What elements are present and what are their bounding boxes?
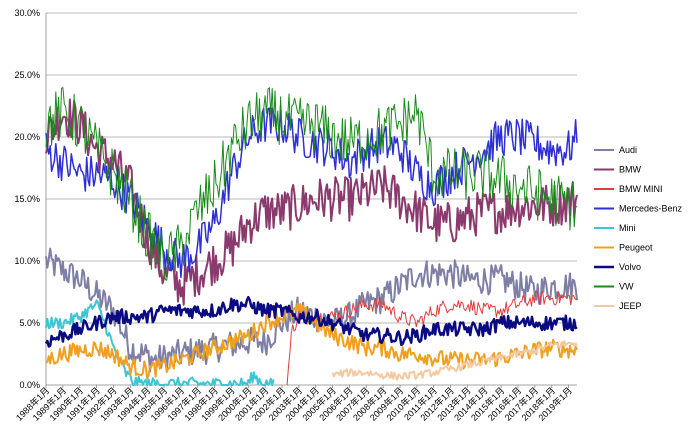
series-line-bmw-mini (286, 290, 577, 386)
legend: Audi BMW BMW MINI Mercedes-Benz Mini Peugeot V… (594, 145, 683, 311)
legend-label: JEEP (619, 301, 642, 311)
y-tick-label: 10.0% (14, 256, 40, 266)
legend-label: VW (619, 282, 634, 292)
y-tick-label: 5.0% (19, 318, 40, 328)
series-line-jeep (331, 340, 578, 381)
y-tick-label: 0.0% (19, 380, 40, 390)
series-line-volvo (44, 295, 578, 348)
series-lines (44, 87, 578, 386)
y-tick-label: 20.0% (14, 132, 40, 142)
legend-label: BMW (619, 165, 642, 175)
legend-label: Mini (619, 223, 636, 233)
legend-label: Peugeot (619, 243, 653, 253)
y-tick-label: 30.0% (14, 8, 40, 18)
legend-label: Audi (619, 145, 637, 155)
series-line-vw (45, 87, 578, 281)
series-line-bmw (45, 98, 578, 306)
y-tick-label: 25.0% (14, 70, 40, 80)
legend-label: BMW MINI (619, 184, 663, 194)
legend-label: Mercedes-Benz (619, 204, 683, 214)
series-line-mini (45, 299, 275, 386)
legend-label: Volvo (619, 262, 641, 272)
y-tick-label: 15.0% (14, 194, 40, 204)
